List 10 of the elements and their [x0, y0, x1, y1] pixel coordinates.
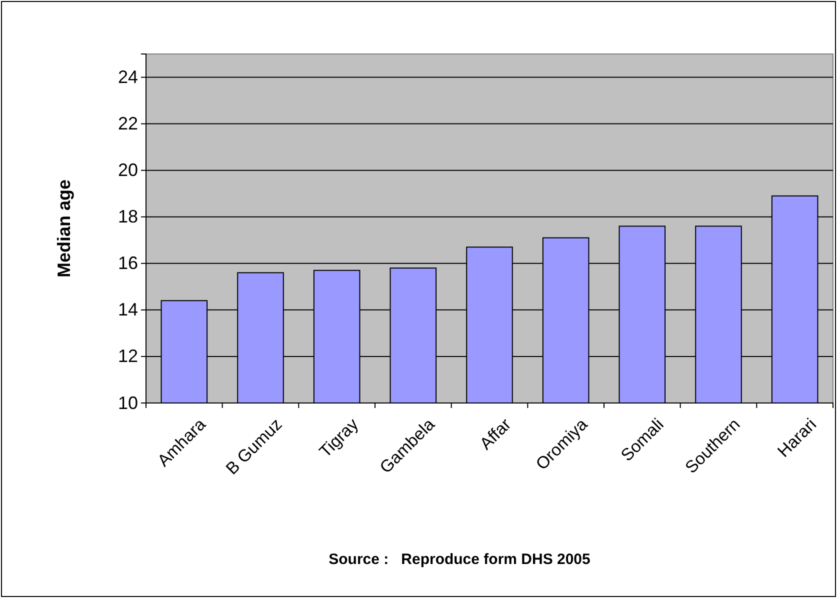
y-tick-label: 12	[118, 346, 138, 366]
y-tick-label: 24	[118, 67, 138, 88]
y-tick-label: 20	[118, 160, 138, 180]
y-axis-title: Median age	[54, 179, 74, 278]
source-note: Source : Reproduce form DHS 2005	[328, 551, 590, 568]
y-tick-label: 18	[118, 206, 138, 227]
y-tick-label: 14	[118, 300, 138, 320]
y-tick-label: 22	[118, 114, 138, 134]
y-tick-label: 10	[118, 392, 138, 413]
y-tick-label: 16	[118, 253, 138, 274]
